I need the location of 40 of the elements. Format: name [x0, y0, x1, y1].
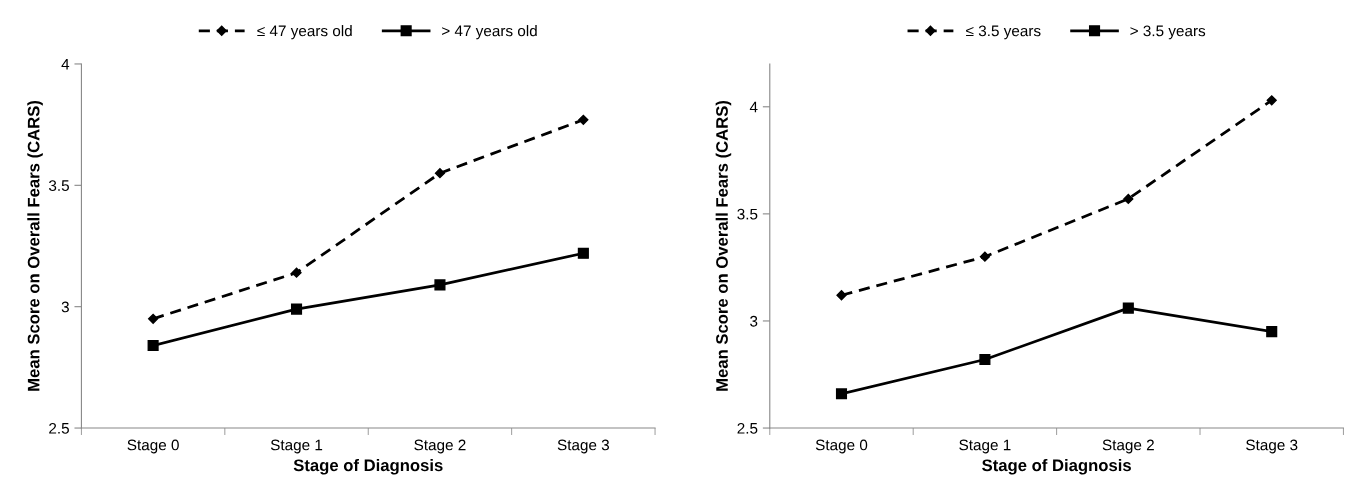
point: [291, 267, 302, 278]
point: [578, 114, 589, 125]
legend-label: > 3.5 years: [1130, 25, 1206, 40]
x-tick-label: Stage 3: [1246, 439, 1298, 454]
y-tick-label: 4: [61, 58, 70, 70]
point: [1123, 193, 1134, 204]
legend-label: > 47 years old: [442, 25, 537, 40]
x-tick-label: Stage 3: [557, 439, 610, 454]
y-axis-title: Mean Score on Overall Fears (CARS): [27, 100, 43, 391]
legend-label: ≤ 47 years old: [257, 25, 352, 40]
y-tick-label: 3: [750, 315, 758, 327]
x-tick-label: Stage 1: [270, 439, 323, 454]
y-tick-label: 3: [61, 301, 69, 313]
legend-label: ≤ 3.5 years: [966, 25, 1041, 40]
y-tick-label: 2.5: [737, 422, 758, 434]
x-tick-label: Stage 2: [1102, 439, 1154, 454]
y-tick-label: 3.5: [737, 208, 758, 220]
x-axis-title: Stage of Diagnosis: [982, 458, 1131, 475]
point: [148, 313, 159, 324]
point: [836, 290, 847, 301]
x-tick-label: Stage 2: [414, 439, 466, 454]
y-tick-label: 2.5: [49, 422, 69, 434]
point: [147, 339, 159, 352]
x-tick-label: Stage 1: [959, 439, 1011, 454]
point: [835, 388, 848, 400]
x-tick-label: Stage 0: [127, 439, 179, 454]
point: [290, 303, 303, 315]
point: [1122, 302, 1134, 314]
point: [1266, 326, 1278, 338]
y-tick-label: 4: [749, 101, 758, 113]
y-axis-title: Mean Score on Overall Fears (CARS): [715, 100, 732, 391]
x-axis-title: Stage of Diagnosis: [293, 458, 443, 475]
point: [1266, 95, 1277, 106]
point: [979, 353, 991, 366]
y-tick-label: 3.5: [48, 180, 69, 192]
point: [434, 168, 446, 179]
point: [434, 279, 446, 291]
point: [577, 247, 589, 259]
x-tick-label: Stage 0: [815, 439, 868, 454]
point: [979, 251, 991, 262]
